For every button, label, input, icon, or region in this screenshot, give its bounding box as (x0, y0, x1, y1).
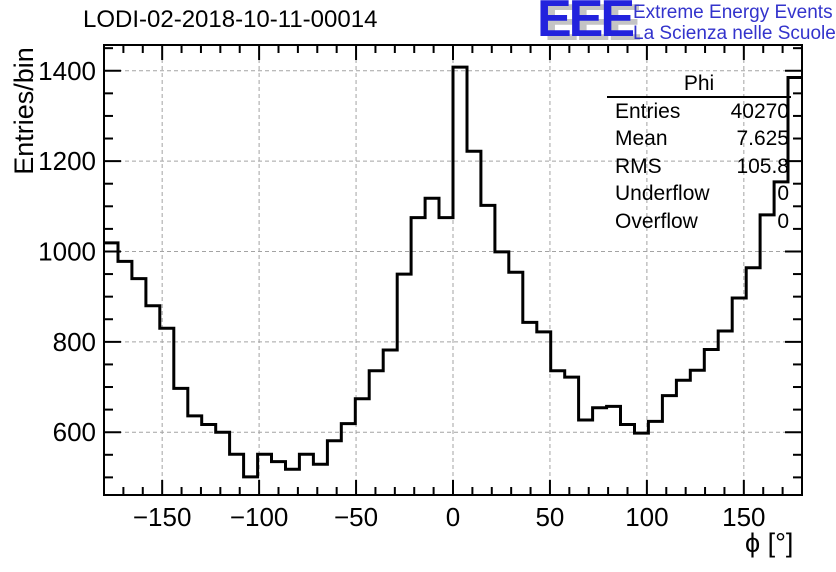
eee-logo-subtitle-1: Extreme Energy Events (633, 2, 833, 23)
stat-label: Overflow (615, 209, 698, 233)
stat-value: 0 (777, 182, 789, 206)
stat-label: RMS (615, 154, 662, 178)
eee-logo-subtitle-2: La Scienza nelle Scuole (633, 23, 836, 44)
x-tick-label: 150 (722, 502, 765, 532)
stat-value: 0 (777, 209, 789, 233)
plot-title: LODI-02-2018-10-11-00014 (83, 6, 378, 33)
x-axis-title: ϕ [°] (745, 528, 794, 558)
x-tick-label: 50 (535, 502, 564, 532)
stat-row-overflow: Overflow 0 (607, 208, 791, 235)
x-tick-label: −100 (230, 502, 289, 532)
y-tick-label: 1200 (38, 146, 96, 176)
stat-label: Underflow (615, 182, 710, 206)
stat-label: Mean (615, 127, 668, 151)
histogram-line (104, 65, 802, 479)
stats-box-rows: Entries 40270 Mean 7.625 RMS 105.8 Underflow 0 O… (607, 98, 791, 235)
x-tick-label: −150 (133, 502, 192, 532)
y-tick-label: 600 (53, 417, 96, 447)
y-tick-label: 1400 (38, 56, 96, 86)
stat-value: 7.625 (736, 127, 789, 151)
stats-box: Phi Entries 40270 Mean 7.625 RMS 105.8 Underfl… (607, 72, 791, 235)
x-tick-label: 0 (446, 502, 460, 532)
stat-label: Entries (615, 100, 681, 123)
stat-row-entries: Entries 40270 (607, 98, 791, 125)
stat-value: 40270 (730, 100, 789, 123)
x-tick-label: −50 (334, 502, 378, 532)
y-tick-label: 1000 (38, 236, 96, 266)
stat-row-mean: Mean 7.625 (607, 125, 791, 152)
eee-logo: EEE (537, 0, 635, 48)
x-tick-label: 100 (625, 502, 668, 532)
stats-box-title: Phi (607, 72, 791, 98)
y-tick-label: 800 (53, 327, 96, 357)
stat-row-underflow: Underflow 0 (607, 180, 791, 207)
stat-row-rms: RMS 105.8 (607, 153, 791, 180)
stat-value: 105.8 (736, 154, 789, 178)
